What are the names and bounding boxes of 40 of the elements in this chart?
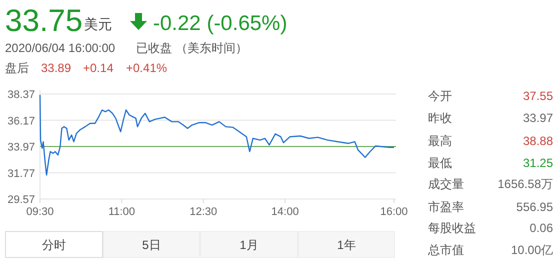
text: 33.97 bbox=[522, 111, 554, 125]
text: -0.22 (-0.65%) bbox=[153, 12, 288, 35]
text: +0.14 bbox=[83, 61, 114, 75]
text: 已收盘 （美东时间） bbox=[136, 41, 248, 55]
text: 33.75 bbox=[5, 3, 83, 38]
text: 成交量 bbox=[428, 177, 464, 191]
text: 2020/06/04 16:00:00 bbox=[5, 41, 116, 55]
text: 556.95 bbox=[516, 200, 554, 214]
text: 5日 bbox=[142, 238, 161, 252]
text: 38.88 bbox=[522, 134, 554, 148]
x-tick-label: 12:30 bbox=[190, 206, 218, 218]
text: 总市值 bbox=[427, 243, 464, 257]
text: 31.25 bbox=[522, 156, 554, 170]
text: 1月 bbox=[240, 238, 258, 252]
x-tick-label: 16:00 bbox=[380, 206, 408, 218]
text: 33.89 bbox=[41, 61, 72, 75]
text: 每股收益 bbox=[428, 221, 476, 235]
text: 1年 bbox=[337, 238, 356, 252]
y-tick-label: 38.37 bbox=[7, 89, 35, 101]
text: 昨收 bbox=[428, 111, 452, 125]
text: 美元 bbox=[84, 16, 112, 32]
text: 37.55 bbox=[522, 89, 554, 103]
x-tick-label: 09:30 bbox=[26, 206, 54, 218]
x-tick-label: 11:00 bbox=[108, 206, 136, 218]
text: +0.41% bbox=[126, 61, 168, 75]
text: 10.00亿 bbox=[510, 243, 553, 257]
text: 盘后 bbox=[5, 61, 29, 75]
text: 最高 bbox=[428, 134, 452, 148]
y-tick-label: 33.97 bbox=[7, 142, 35, 154]
y-tick-label: 31.77 bbox=[7, 168, 35, 180]
text: 最低 bbox=[428, 156, 452, 170]
text: 0.06 bbox=[530, 221, 554, 235]
text: 分时 bbox=[42, 238, 66, 252]
text: 1656.58万 bbox=[498, 177, 553, 191]
line-series bbox=[39, 94, 395, 176]
x-tick-label: 14:00 bbox=[271, 206, 299, 218]
y-tick-label: 29.57 bbox=[7, 194, 35, 206]
text: 今开 bbox=[428, 89, 452, 103]
text: 市盈率 bbox=[428, 200, 464, 214]
y-tick-label: 36.17 bbox=[7, 115, 35, 128]
